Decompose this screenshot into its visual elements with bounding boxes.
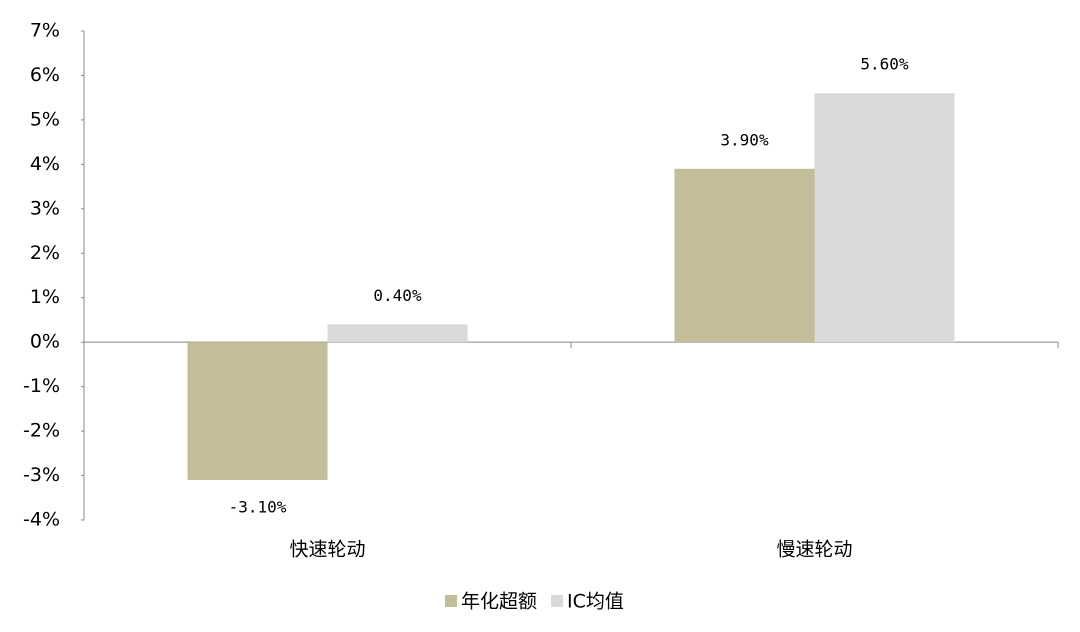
y-tick-label: 5% <box>30 108 60 130</box>
bar <box>327 324 468 343</box>
legend-label: 年化超额 <box>461 591 537 613</box>
bar <box>674 168 815 343</box>
y-tick-label: 1% <box>30 286 60 308</box>
y-tick-label: 2% <box>30 242 60 264</box>
value-label: 0.40% <box>373 286 422 305</box>
y-tick-label: 3% <box>30 197 60 219</box>
value-label: 5.60% <box>860 55 909 74</box>
bar <box>187 342 328 480</box>
y-tick-label: -2% <box>23 420 60 442</box>
value-label: -3.10% <box>229 497 287 516</box>
y-tick-label: 6% <box>30 64 60 86</box>
legend-swatch <box>551 595 564 607</box>
y-tick-label: 7% <box>30 20 60 42</box>
legend-label: IC均值 <box>567 591 624 613</box>
x-tick-label: 快速轮动 <box>289 539 365 561</box>
y-tick-label: -4% <box>23 509 60 531</box>
value-label: 3.90% <box>720 130 769 149</box>
x-tick-label: 慢速轮动 <box>776 539 852 561</box>
y-tick-label: 4% <box>30 153 60 175</box>
y-tick-label: 0% <box>30 331 60 353</box>
bar <box>814 93 955 343</box>
y-tick-label: -1% <box>23 375 60 397</box>
y-tick-label: -3% <box>23 464 60 486</box>
legend-swatch <box>445 595 457 607</box>
